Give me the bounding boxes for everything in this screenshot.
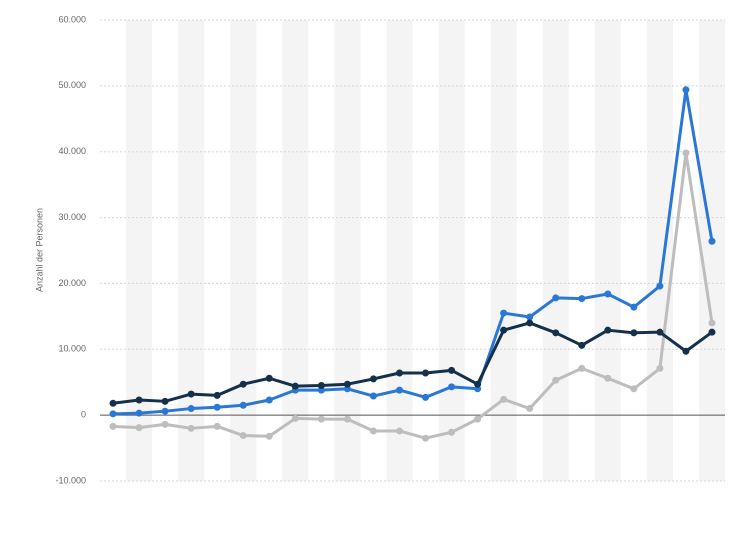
data-point xyxy=(187,390,195,398)
data-point xyxy=(500,395,508,403)
data-point xyxy=(500,309,508,317)
y-tick-label: 60.000 xyxy=(58,14,86,24)
data-point xyxy=(291,414,299,422)
data-point xyxy=(474,380,482,388)
series-line xyxy=(112,321,713,405)
data-point xyxy=(369,427,377,435)
data-point xyxy=(448,383,456,391)
data-point xyxy=(369,392,377,400)
column-band xyxy=(594,20,621,481)
data-point xyxy=(265,396,273,404)
data-point xyxy=(239,401,247,409)
y-tick-label: 50.000 xyxy=(58,80,86,90)
data-point xyxy=(213,422,221,430)
data-point xyxy=(552,294,560,302)
column-band xyxy=(542,20,569,481)
column-band xyxy=(386,20,413,481)
column-band xyxy=(698,20,725,481)
data-point xyxy=(317,382,325,390)
data-point xyxy=(135,396,143,404)
data-point xyxy=(161,407,169,415)
data-point xyxy=(526,319,534,327)
data-point xyxy=(630,329,638,337)
data-point xyxy=(239,432,247,440)
column-band xyxy=(282,20,309,481)
data-point xyxy=(708,237,716,245)
data-point xyxy=(630,385,638,393)
series-line xyxy=(112,151,714,440)
data-point xyxy=(578,341,586,349)
data-point xyxy=(422,369,430,377)
data-point xyxy=(109,422,117,430)
column-band xyxy=(438,20,465,481)
y-tick-label: 40.000 xyxy=(58,146,86,156)
data-point xyxy=(343,415,351,423)
column-band xyxy=(230,20,257,481)
data-point xyxy=(604,290,612,298)
column-band xyxy=(178,20,205,481)
data-point xyxy=(109,410,117,418)
column-band xyxy=(334,20,361,481)
data-point xyxy=(213,391,221,399)
data-point xyxy=(135,409,143,417)
data-point xyxy=(630,303,638,311)
data-point xyxy=(526,405,534,413)
data-point xyxy=(422,434,430,442)
data-point xyxy=(291,382,299,390)
data-point xyxy=(213,403,221,411)
data-point xyxy=(526,313,534,321)
data-point xyxy=(135,424,143,432)
data-point xyxy=(552,376,560,384)
data-point xyxy=(474,415,482,423)
y-tick-label: -10.000 xyxy=(55,475,86,485)
data-point xyxy=(187,424,195,432)
data-point xyxy=(161,397,169,405)
y-tick-label: 30.000 xyxy=(58,212,86,222)
data-point xyxy=(448,428,456,436)
data-point xyxy=(578,295,586,303)
data-point xyxy=(604,374,612,382)
data-point xyxy=(500,326,508,334)
data-point xyxy=(239,380,247,388)
data-point xyxy=(656,282,664,290)
data-point xyxy=(369,375,377,383)
data-point xyxy=(343,380,351,388)
data-point xyxy=(317,415,325,423)
y-tick-label: 20.000 xyxy=(58,278,86,288)
data-point xyxy=(395,427,403,435)
data-point xyxy=(395,369,403,377)
data-point xyxy=(552,329,560,337)
column-band xyxy=(126,20,153,481)
data-point xyxy=(708,328,716,336)
data-point xyxy=(656,328,664,336)
data-point xyxy=(682,149,690,157)
series-line xyxy=(112,88,714,416)
data-point xyxy=(656,364,664,372)
data-point xyxy=(161,420,169,428)
column-band xyxy=(646,20,673,481)
y-tick-label: 0 xyxy=(81,410,86,420)
data-point xyxy=(187,405,195,413)
data-point xyxy=(682,347,690,355)
data-point xyxy=(422,393,430,401)
y-axis-title: Anzahl der Personen xyxy=(34,208,44,292)
data-point xyxy=(578,364,586,372)
data-point xyxy=(395,386,403,394)
data-point xyxy=(448,366,456,374)
data-point xyxy=(708,319,716,327)
data-point xyxy=(265,374,273,382)
data-point xyxy=(265,432,273,440)
data-point xyxy=(604,326,612,334)
data-point xyxy=(109,399,117,407)
column-band xyxy=(490,20,517,481)
y-tick-label: 10.000 xyxy=(58,344,86,354)
data-point xyxy=(682,86,690,94)
